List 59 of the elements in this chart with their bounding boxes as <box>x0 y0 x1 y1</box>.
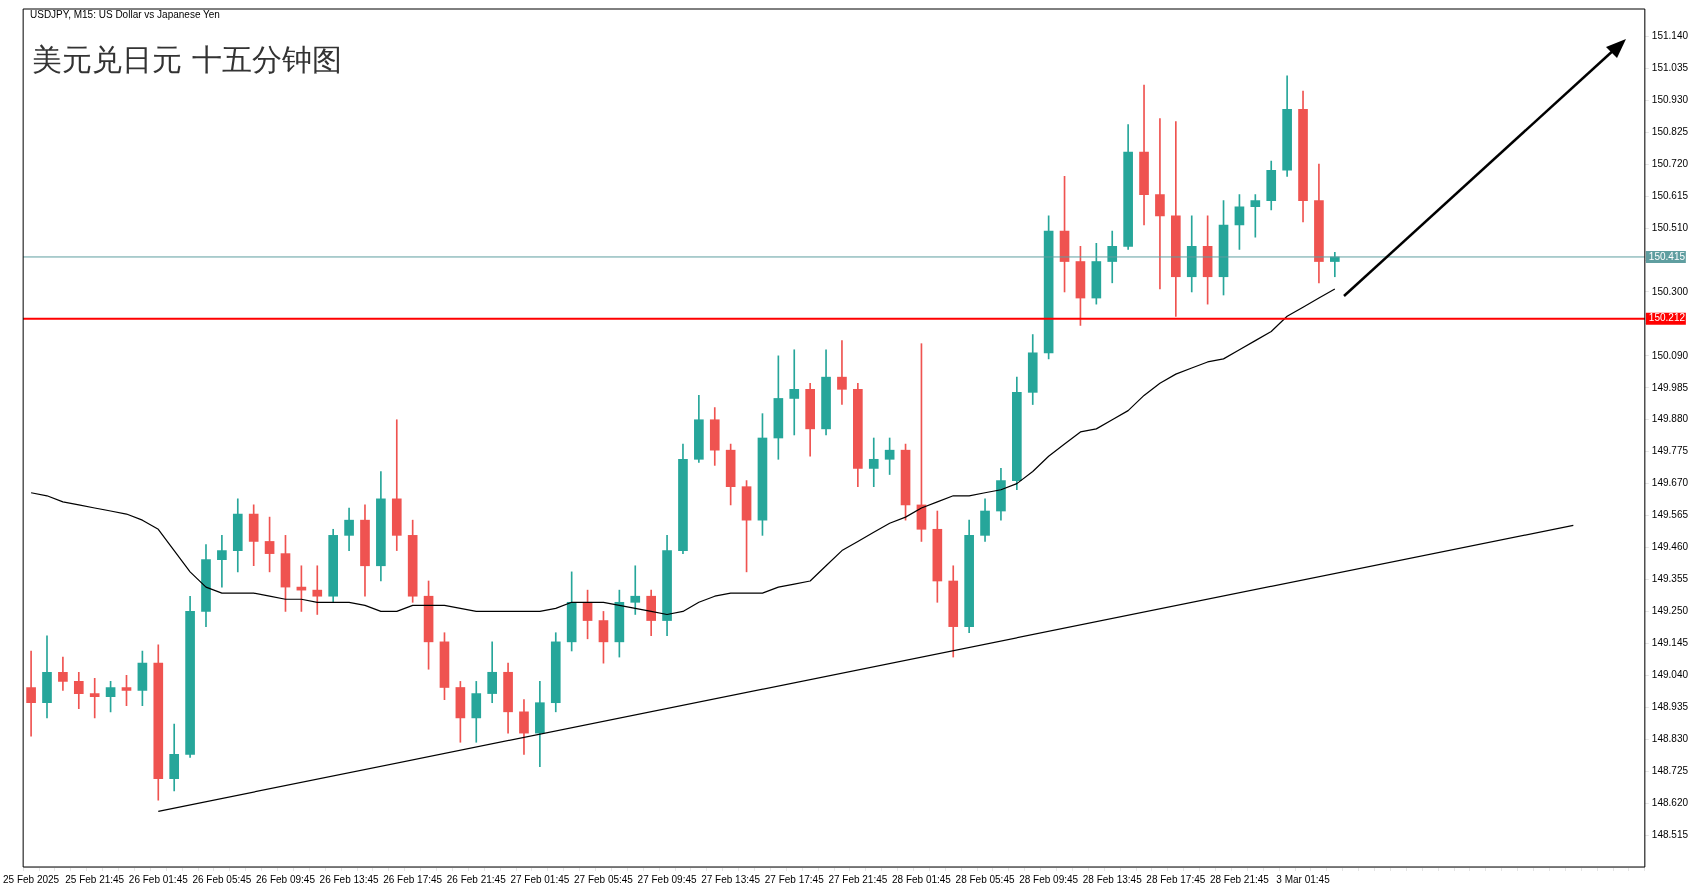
x-tick-label: 25 Feb 2025 <box>3 873 60 885</box>
x-tick-label: 26 Feb 21:45 <box>446 873 507 885</box>
y-tick-label: 150.090 <box>1651 349 1689 361</box>
y-tick-label: 148.620 <box>1651 796 1689 808</box>
candlestick <box>1155 118 1165 290</box>
x-tick-label: 26 Feb 09:45 <box>256 873 316 885</box>
y-tick-label: 148.935 <box>1651 701 1689 713</box>
x-tick-label: 28 Feb 21:45 <box>1209 873 1270 885</box>
candlestick <box>1250 194 1261 238</box>
chart-subtitle: USDJPY, M15: US Dollar vs Japanese Yen <box>30 9 220 20</box>
x-tick-label: 27 Feb 09:45 <box>637 873 697 885</box>
y-tick-label: 149.880 <box>1651 413 1689 425</box>
x-tick-label: 28 Feb 17:45 <box>1146 873 1206 885</box>
x-tick-label: 26 Feb 05:45 <box>192 873 252 885</box>
y-tick-label: 150.300 <box>1651 285 1689 297</box>
x-tick-label: 28 Feb 05:45 <box>955 873 1015 885</box>
candlestick <box>312 565 323 615</box>
y-tick-label: 149.775 <box>1651 445 1689 457</box>
y-tick-label: 151.140 <box>1651 30 1689 42</box>
y-tick-label: 149.460 <box>1651 541 1689 553</box>
candlestick <box>837 340 847 405</box>
x-tick-label: 26 Feb 01:45 <box>128 873 189 885</box>
y-tick-label: 149.670 <box>1651 477 1689 489</box>
y-tick-label: 149.250 <box>1651 605 1689 617</box>
y-tick-label: 149.145 <box>1651 637 1689 649</box>
x-tick-label: 27 Feb 21:45 <box>828 873 888 885</box>
y-tick-label: 149.565 <box>1651 509 1689 521</box>
x-tick-label: 27 Feb 13:45 <box>701 873 761 885</box>
candlestick <box>26 650 36 737</box>
y-tick-label: 149.040 <box>1651 669 1689 681</box>
y-tick-label: 150.615 <box>1651 189 1689 201</box>
x-tick-label: 27 Feb 05:45 <box>574 873 634 885</box>
y-tick-label: 149.985 <box>1651 381 1689 393</box>
x-tick-label: 28 Feb 13:45 <box>1082 873 1143 885</box>
y-tick-label: 148.830 <box>1651 732 1689 744</box>
y-tick-label: 148.515 <box>1651 828 1689 840</box>
y-tick-label: 150.930 <box>1651 94 1689 106</box>
x-tick-label: 28 Feb 09:45 <box>1019 873 1079 885</box>
x-tick-label: 3 Mar 01:45 <box>1276 873 1331 885</box>
candlestick <box>868 437 879 488</box>
y-tick-label: 150.510 <box>1651 221 1689 233</box>
candlestick <box>89 678 100 719</box>
y-tick-label: 148.725 <box>1651 764 1689 776</box>
candlestick <box>789 349 800 436</box>
ref-line-label: 150.212 <box>1648 312 1686 324</box>
y-tick-label: 151.035 <box>1651 62 1689 74</box>
x-tick-label: 27 Feb 01:45 <box>510 873 570 885</box>
y-tick-label: 149.355 <box>1651 573 1689 585</box>
text: 美元兑日元 十五分钟图 <box>32 41 342 79</box>
x-tick-label: 26 Feb 17:45 <box>383 873 443 885</box>
x-tick-label: 28 Feb 01:45 <box>891 873 952 885</box>
y-tick-label: 150.720 <box>1651 157 1689 169</box>
candlestick <box>630 565 641 615</box>
x-tick-label: 25 Feb 21:45 <box>65 873 125 885</box>
y-tick-label: 150.825 <box>1651 125 1689 137</box>
x-tick-label: 26 Feb 13:45 <box>319 873 379 885</box>
candlestick <box>217 535 227 588</box>
ref-line-label: 150.415 <box>1648 250 1686 262</box>
x-tick-label: 27 Feb 17:45 <box>764 873 825 885</box>
